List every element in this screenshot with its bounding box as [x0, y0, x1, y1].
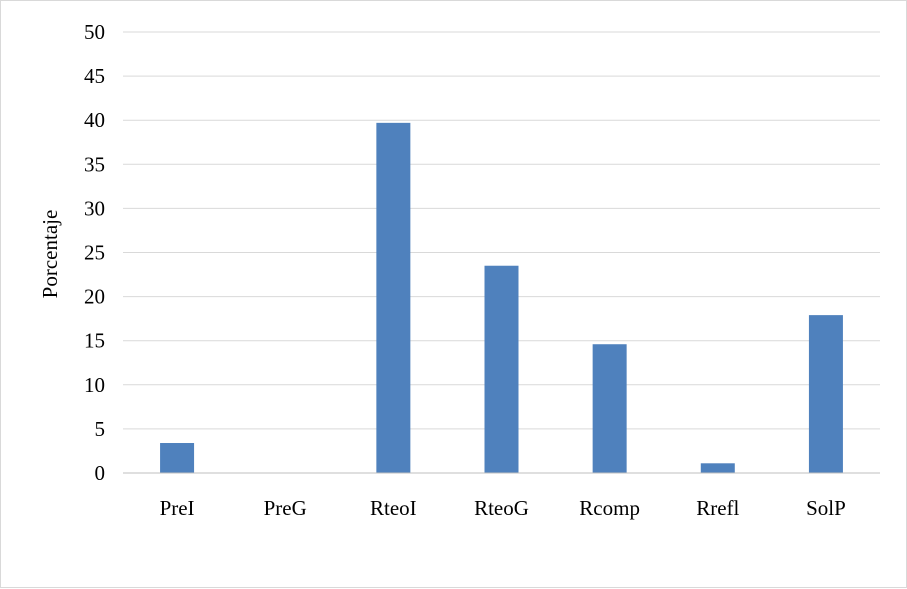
- x-category-label: RteoI: [370, 496, 417, 520]
- x-category-label: PreG: [264, 496, 307, 520]
- bar-rteoi: [376, 122, 411, 473]
- bars: [160, 122, 843, 473]
- x-category-label: PreI: [160, 496, 195, 520]
- y-tick-label: 30: [84, 196, 105, 220]
- x-category-label: RteoG: [474, 496, 529, 520]
- bar-rrefl: [700, 463, 735, 473]
- x-category-label: Rcomp: [579, 496, 640, 520]
- y-tick-label: 5: [95, 417, 106, 441]
- x-category-labels: PreI PreG RteoI RteoG Rcomp Rrefl SolP: [160, 496, 846, 520]
- y-tick-label: 0: [95, 461, 106, 485]
- y-tick-label: 15: [84, 329, 105, 353]
- bar-rteog: [484, 265, 519, 473]
- x-category-label: Rrefl: [696, 496, 739, 520]
- y-tick-label: 45: [84, 64, 105, 88]
- y-tick-label: 25: [84, 241, 105, 265]
- y-tick-label: 40: [84, 108, 105, 132]
- gridlines: [123, 31, 880, 430]
- y-tick-label: 20: [84, 285, 105, 309]
- bar-solp: [808, 315, 843, 473]
- y-tick-label: 35: [84, 152, 105, 176]
- bar-rcomp: [592, 344, 627, 473]
- y-tick-label: 10: [84, 373, 105, 397]
- y-tick-label: 50: [84, 20, 105, 44]
- y-axis-title: Porcentaje: [38, 210, 62, 299]
- bar-prei: [160, 443, 195, 473]
- x-category-label: SolP: [806, 496, 846, 520]
- y-tick-labels: 0 5 10 15 20 25 30 35 40 45 50: [84, 20, 105, 485]
